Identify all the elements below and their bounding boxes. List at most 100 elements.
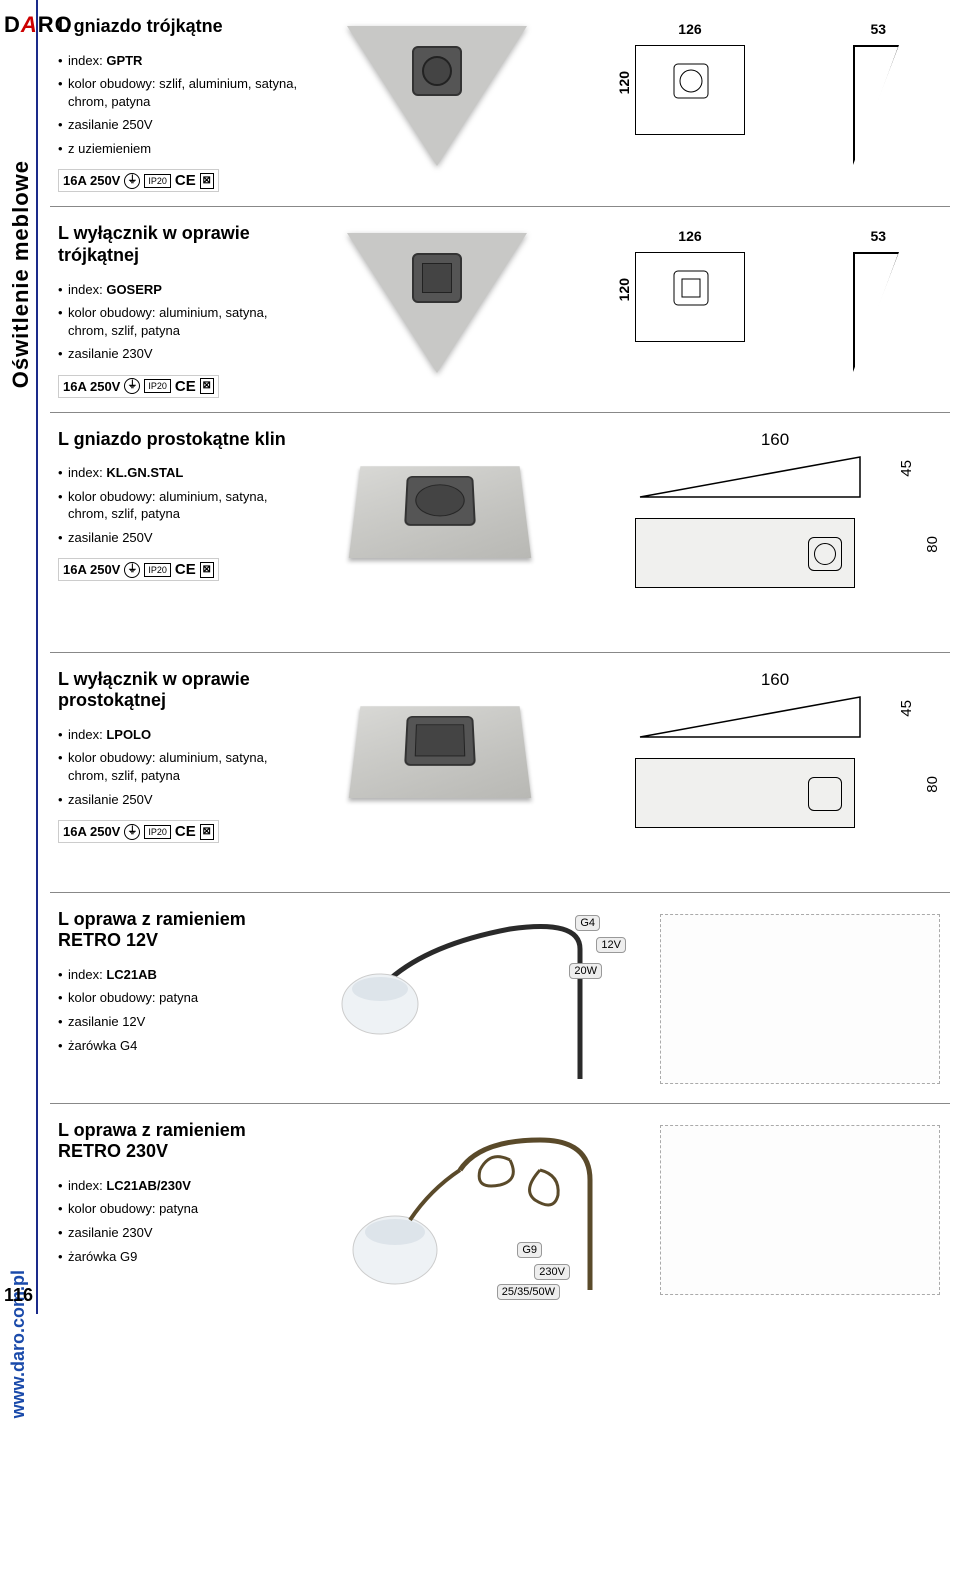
logo-part-3: RO [38,12,73,37]
dim-width: 160 [635,670,915,690]
product-info: L wyłącznik w oprawie trójkątnej index: … [50,223,300,397]
ip-rating: IP20 [144,379,171,393]
product-images: 126 120 53 [300,16,950,176]
ground-icon: ⏚ [124,378,140,394]
product-housing: kolor obudowy: patyna [58,989,300,1007]
ip-rating: IP20 [144,563,171,577]
product-title: L wyłącznik w oprawie prostokątnej [58,669,300,712]
product-info: L oprawa z ramieniem RETRO 230V index: L… [50,1120,300,1271]
page-number: 116 [4,1285,33,1306]
product-row: L wyłącznik w oprawie trójkątnej index: … [50,207,950,412]
dim-depth: 53 [843,228,913,244]
dim-depth: 53 [843,21,913,37]
product-photo [337,16,537,176]
disposal-icon: ⊠ [200,173,214,189]
product-spec: zasilanie 230V [58,345,300,363]
cert-strip: 16A 250V ⏚ IP20 CE ⊠ [58,169,219,192]
product-spec: żarówka G9 [58,1248,300,1266]
product-spec: żarówka G4 [58,1037,300,1055]
product-spec: zasilanie 250V [58,791,300,809]
product-index: index: LC21AB/230V [58,1177,300,1195]
product-images: G9 230V 25/35/50W [300,1120,950,1300]
product-housing: kolor obudowy: szlif, aluminium, satyna,… [58,75,300,110]
product-info: L wyłącznik w oprawie prostokątnej index… [50,669,300,843]
product-info: L gniazdo trójkątne index: GPTR kolor ob… [50,16,300,192]
dim-height-1: 45 [898,700,915,717]
wattage-badge: 25/35/50W [497,1284,560,1300]
bulb-type-badge: G4 [575,915,600,931]
product-housing: kolor obudowy: patyna [58,1200,300,1218]
product-housing: kolor obudowy: aluminium, satyna, chrom,… [58,488,300,523]
ip-rating: IP20 [144,174,171,188]
dim-top-view: 80 [635,518,915,588]
disposal-icon: ⊠ [200,378,214,394]
dim-height: 120 [616,278,632,301]
dimension-drawing [660,1125,940,1295]
product-index: index: GPTR [58,52,300,70]
product-index: index: KL.GN.STAL [58,464,300,482]
product-photo: G4 12V 20W [310,909,630,1089]
product-photo [335,429,555,589]
bulb-type-badge: G9 [517,1242,542,1258]
dim-side-view: 160 45 [635,430,915,500]
product-index: index: GOSERP [58,281,300,299]
product-row: L oprawa z ramieniem RETRO 230V index: L… [50,1104,950,1314]
product-housing: kolor obudowy: aluminium, satyna, chrom,… [58,304,300,339]
product-title: L oprawa z ramieniem RETRO 12V [58,909,300,952]
dim-height-2: 80 [924,536,941,553]
dim-height-1: 45 [898,460,915,477]
product-index: index: LC21AB [58,966,300,984]
dimension-drawing: 160 45 80 [635,670,915,828]
dim-width: 160 [635,430,915,450]
product-row: L oprawa z ramieniem RETRO 12V index: LC… [50,893,950,1104]
ce-mark: CE [175,172,196,189]
product-images: G4 12V 20W [300,909,950,1089]
brand-logo: DARO [4,12,73,38]
logo-part-2: A [21,12,38,37]
product-info: L gniazdo prostokątne klin index: KL.GN.… [50,429,300,582]
product-spec: zasilanie 230V [58,1224,300,1242]
logo-part-1: D [4,12,21,37]
product-images: 160 45 80 [300,669,950,829]
ground-icon: ⏚ [124,173,140,189]
ground-icon: ⏚ [124,562,140,578]
product-row: L gniazdo trójkątne index: GPTR kolor ob… [50,0,950,207]
cert-rating: 16A 250V [63,562,120,577]
product-photo: G9 230V 25/35/50W [310,1120,630,1300]
dim-height-2: 80 [924,776,941,793]
product-spec: z uziemieniem [58,140,300,158]
sidebar-category: Oświtlenie meblowe [8,160,34,388]
product-index: index: LPOLO [58,726,300,744]
product-spec: zasilanie 250V [58,116,300,134]
product-title: L wyłącznik w oprawie trójkątnej [58,223,300,266]
product-images: 126 120 53 [300,223,950,383]
product-spec: zasilanie 12V [58,1013,300,1031]
dimension-drawing [660,914,940,1084]
product-images: 160 45 80 [300,429,950,589]
cert-strip: 16A 250V ⏚ IP20 CE ⊠ [58,375,219,398]
cert-strip: 16A 250V ⏚ IP20 CE ⊠ [58,820,219,843]
ground-icon: ⏚ [124,824,140,840]
cert-rating: 16A 250V [63,173,120,188]
voltage-badge: 230V [534,1264,570,1280]
dim-top-view: 80 [635,758,915,828]
disposal-icon: ⊠ [200,824,214,840]
dim-width: 126 [620,228,760,244]
product-row: L wyłącznik w oprawie prostokątnej index… [50,653,950,893]
ce-mark: CE [175,378,196,395]
product-photo [335,669,555,829]
side-rail [36,0,38,1314]
product-info: L oprawa z ramieniem RETRO 12V index: LC… [50,909,300,1060]
dimension-drawing-front: 126 120 [620,228,760,378]
product-photo [337,223,537,383]
product-title: L oprawa z ramieniem RETRO 230V [58,1120,300,1163]
wattage-badge: 20W [569,963,602,979]
cert-rating: 16A 250V [63,379,120,394]
dimension-drawing-side: 53 [843,228,913,378]
dimension-drawing-side: 53 [843,21,913,171]
ce-mark: CE [175,823,196,840]
dim-side-view: 160 45 [635,670,915,740]
main-content: L gniazdo trójkątne index: GPTR kolor ob… [50,0,960,1314]
dim-height: 120 [616,71,632,94]
dim-width: 126 [620,21,760,37]
